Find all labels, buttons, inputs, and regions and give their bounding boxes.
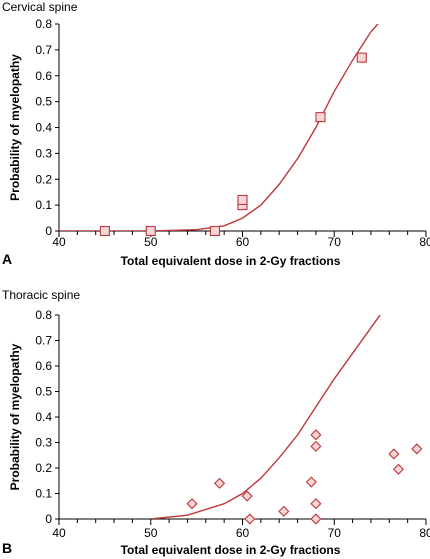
y-tick-label: 0.4	[35, 410, 52, 424]
x-tick-label: 40	[52, 235, 66, 249]
panel-title: Thoracic spine	[2, 288, 80, 302]
data-point-diamond	[241, 490, 253, 502]
y-tick-label: 0.6	[35, 359, 52, 373]
y-tick-label: 0.5	[35, 385, 52, 399]
data-point-diamond	[244, 513, 256, 525]
y-tick-label: 0.2	[35, 461, 52, 475]
y-tick-label: 0.8	[35, 17, 52, 31]
x-tick-label: 80	[419, 526, 430, 540]
data-point-diamond	[411, 443, 423, 455]
y-tick-label: 0	[45, 224, 52, 238]
data-point-diamond	[213, 477, 226, 489]
panel-title: Cervical spine	[2, 0, 78, 14]
y-tick-label: 0.1	[35, 487, 52, 501]
panel-cervical-spine: Cervical spine A 0 0.1 0.2 0.3 0.4 0.5 0.6 0.7 0.8…	[2, 0, 430, 268]
data-point-square	[315, 112, 326, 123]
data-point-square	[237, 194, 248, 205]
data-point-square	[209, 225, 221, 237]
y-tick-label: 0.3	[35, 146, 52, 160]
data-point-square	[356, 52, 367, 63]
y-tick-label: 0.5	[35, 95, 52, 109]
data-point-diamond	[310, 498, 322, 510]
panel-thoracic-spine: Thoracic spine B 0 0.1 0.2 0.3 0.4 0.5 0.6 0.7 0.8…	[2, 288, 430, 557]
x-tick-label: 80	[419, 235, 430, 249]
x-axis-label: Total equivalent dose in 2-Gy fractions	[121, 254, 341, 268]
y-tick-label: 0.7	[35, 334, 52, 348]
data-point-diamond	[310, 513, 322, 525]
data-point-square	[145, 225, 156, 237]
x-tick-label: 60	[236, 235, 250, 249]
fit-curve	[59, 24, 379, 231]
y-tick-label: 0	[45, 512, 52, 526]
y-tick-label: 0.4	[35, 121, 52, 135]
data-point-diamond	[310, 429, 322, 441]
x-tick-label: 70	[328, 526, 342, 540]
y-tick-label: 0.7	[35, 43, 52, 57]
data-point-diamond	[310, 440, 322, 452]
data-point-diamond	[278, 505, 290, 517]
data-point-diamond	[392, 463, 405, 475]
y-axis-label: Probability of myelopathy	[8, 343, 22, 490]
data-point-diamond	[186, 498, 198, 510]
y-tick-label: 0.6	[35, 69, 52, 83]
y-tick-label: 0.3	[35, 436, 52, 450]
data-point-square	[99, 225, 110, 237]
y-tick-label: 0.2	[35, 172, 52, 186]
x-tick-label: 70	[328, 235, 342, 249]
x-tick-label: 50	[144, 235, 158, 249]
fit-curve	[150, 315, 381, 519]
panel-letter: A	[2, 251, 12, 267]
x-axis-label: Total equivalent dose in 2-Gy fractions	[121, 543, 341, 557]
y-tick-label: 0.8	[35, 308, 52, 322]
panel-letter: B	[2, 540, 12, 556]
x-tick-label: 60	[236, 526, 250, 540]
data-point-diamond	[305, 476, 317, 488]
x-tick-label: 50	[144, 526, 158, 540]
x-tick-label: 40	[52, 526, 66, 540]
y-tick-label: 0.1	[35, 198, 52, 212]
data-point-diamond	[388, 448, 400, 460]
y-axis-label: Probability of myelopathy	[8, 54, 22, 201]
